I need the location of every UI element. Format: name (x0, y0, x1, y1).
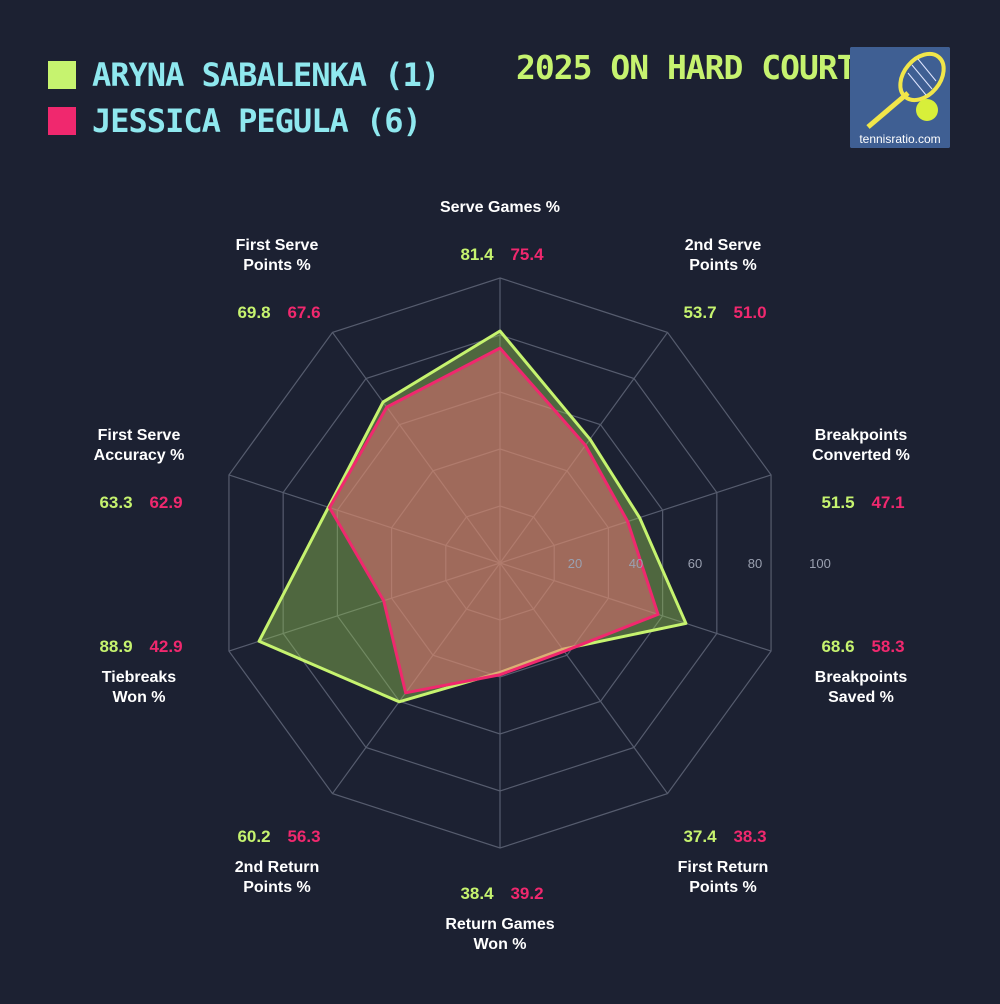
value-pegula: 39.2 (510, 884, 543, 903)
legend-swatch-sabalenka (48, 61, 76, 89)
axis-label-group-3: Breakpoints Saved % 68.6 58.3 (815, 637, 908, 706)
legend-label-pegula: JESSICA PEGULA (6) (92, 102, 422, 140)
axis-label-group-5: Return Games Won % 38.4 39.2 (445, 884, 554, 953)
axis-labels: Serve Games % 81.4 75.4 2nd Serve Points % 53… (94, 199, 910, 953)
axis-name: Won % (473, 936, 526, 953)
legend-item-pegula: JESSICA PEGULA (6) (48, 98, 439, 144)
axis-name: 2nd Return (235, 859, 319, 876)
series-pegula (328, 346, 660, 695)
tennisratio-logo: tennisratio.com (850, 47, 950, 148)
axis-label-group-7: Tiebreaks Won % 88.9 42.9 (99, 637, 182, 706)
axis-name: First Serve (98, 427, 181, 444)
legend-label-sabalenka: ARYNA SABALENKA (1) (92, 56, 440, 94)
axis-name: First Return (678, 859, 769, 876)
value-sabalenka: 37.4 (683, 827, 717, 846)
value-pegula: 51.0 (733, 303, 766, 322)
axis-name: First Serve (236, 237, 319, 254)
logo-text: tennisratio.com (859, 132, 941, 146)
axis-name: Saved % (828, 689, 894, 706)
chart-title: 2025 ON HARD COURTS (516, 48, 875, 87)
axis-label-group-4: First Return Points % 37.4 38.3 (678, 827, 769, 896)
radar-series (257, 329, 688, 704)
legend: ARYNA SABALENKA (1) JESSICA PEGULA (6) (48, 52, 440, 144)
radial-tick-labels: 20 40 60 80 100 (568, 556, 831, 571)
axis-name: Return Games (445, 916, 554, 933)
value-sabalenka: 68.6 (821, 637, 854, 656)
value-sabalenka: 60.2 (237, 827, 270, 846)
axis-name: Won % (112, 689, 165, 706)
axis-label-group-6: 2nd Return Points % 60.2 56.3 (235, 827, 321, 896)
tick-label-40: 40 (629, 556, 643, 571)
axis-label-group-1: 2nd Serve Points % 53.7 51.0 (683, 237, 766, 322)
value-pegula: 67.6 (287, 303, 320, 322)
axis-name: Points % (689, 879, 757, 896)
value-sabalenka: 69.8 (237, 303, 270, 322)
tick-label-60: 60 (688, 556, 702, 571)
axis-name: Breakpoints (815, 669, 908, 686)
axis-name: Breakpoints (815, 427, 908, 444)
tick-label-20: 20 (568, 556, 582, 571)
value-sabalenka: 53.7 (683, 303, 716, 322)
axis-label-group-8: First Serve Accuracy % 63.3 62.9 (94, 427, 185, 512)
tick-label-100: 100 (809, 556, 831, 571)
value-pegula: 62.9 (149, 493, 182, 512)
axis-name: Tiebreaks (102, 669, 177, 686)
value-sabalenka: 81.4 (460, 245, 494, 264)
axis-label-group-2: Breakpoints Converted % 51.5 47.1 (812, 427, 910, 512)
axis-name: Accuracy % (94, 447, 185, 464)
value-pegula: 42.9 (149, 637, 182, 656)
value-pegula: 38.3 (733, 827, 766, 846)
racket-ball-icon (850, 47, 950, 148)
axis-label-group-0: Serve Games % 81.4 75.4 (440, 199, 560, 264)
value-pegula: 75.4 (510, 245, 544, 264)
axis-name: Converted % (812, 447, 910, 464)
value-pegula: 58.3 (871, 637, 904, 656)
tick-label-80: 80 (748, 556, 762, 571)
value-sabalenka: 38.4 (460, 884, 494, 903)
axis-name: Points % (689, 257, 757, 274)
axis-name: 2nd Serve (685, 237, 762, 254)
legend-item-sabalenka: ARYNA SABALENKA (1) (48, 52, 440, 98)
axis-name: Points % (243, 257, 311, 274)
value-sabalenka: 88.9 (99, 637, 132, 656)
axis-name: Serve Games % (440, 199, 560, 216)
value-sabalenka: 51.5 (821, 493, 854, 512)
value-sabalenka: 63.3 (99, 493, 132, 512)
value-pegula: 47.1 (871, 493, 904, 512)
value-pegula: 56.3 (287, 827, 320, 846)
legend-swatch-pegula (48, 107, 76, 135)
axis-label-group-9: First Serve Points % 69.8 67.6 (236, 237, 321, 322)
axis-name: Points % (243, 879, 311, 896)
